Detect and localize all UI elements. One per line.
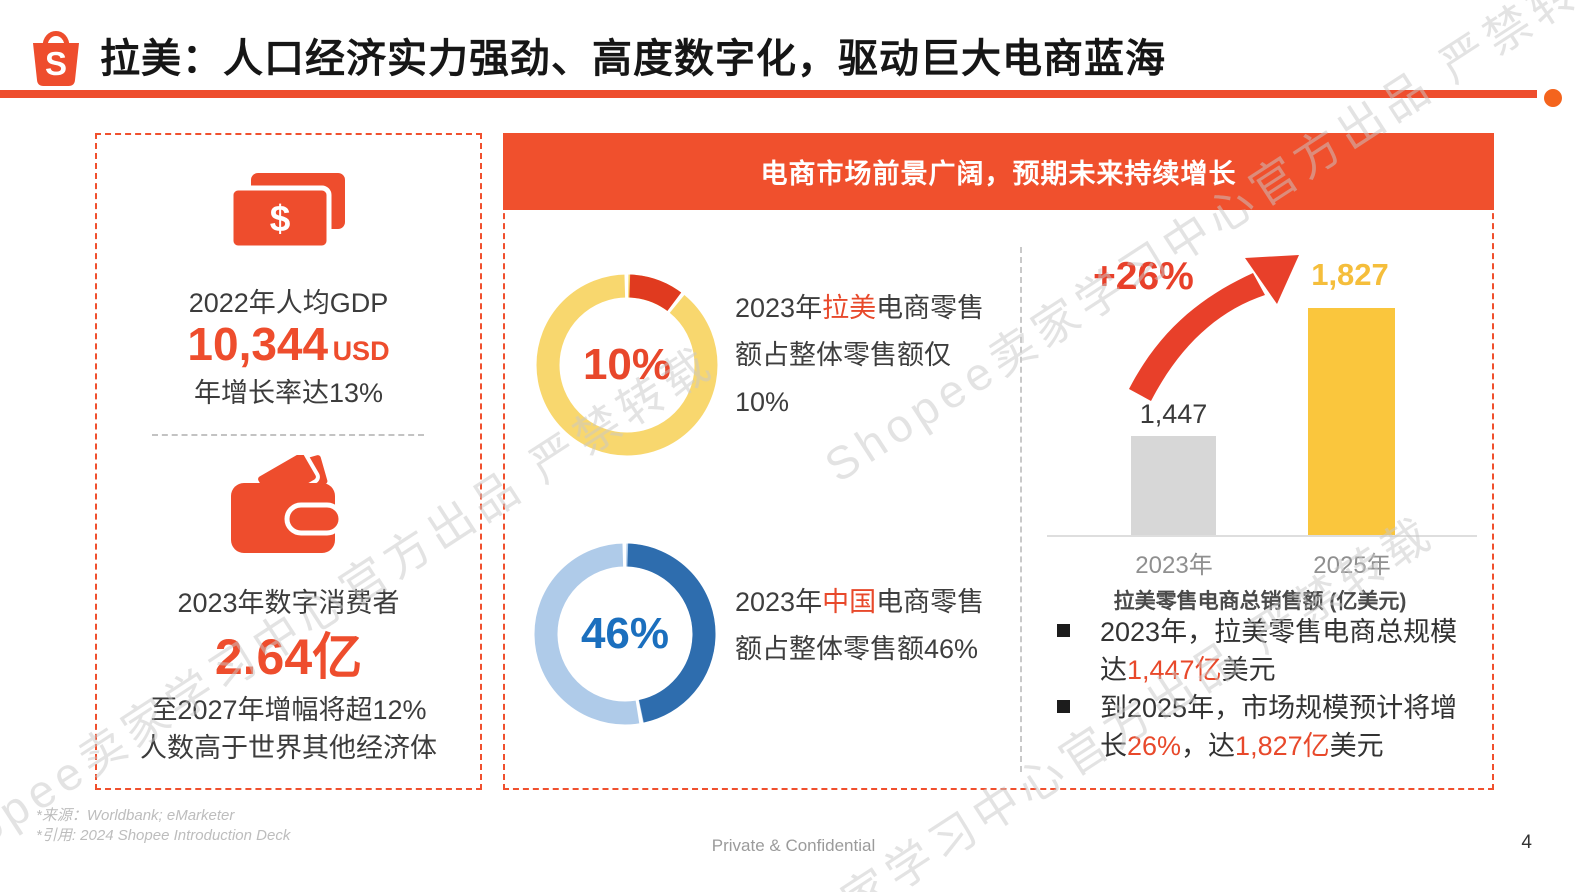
vertical-divider <box>1020 247 1022 772</box>
shopee-logo-icon: S <box>33 31 79 86</box>
growth-arrow-icon <box>1129 255 1299 401</box>
growth-badge: +26% <box>1093 255 1194 298</box>
consumers-note-1: 至2027年增幅将超12% <box>150 695 427 725</box>
latam-text-line1: 2023年拉美电商零售 <box>735 293 985 323</box>
bar-value-2023: 1,447 <box>1139 399 1208 429</box>
latam-share-text: 2023年拉美电商零售 额占整体零售额仅 10% <box>735 285 984 426</box>
accent-dot <box>1544 89 1562 107</box>
title-underline <box>0 90 1537 98</box>
bar-label-2023: 2023年 <box>1135 552 1213 579</box>
china-share-text: 2023年中国电商零售 额占整体零售额46% <box>735 579 984 673</box>
china-highlight: 中国 <box>822 587 877 617</box>
bullet-item: 2023年，拉美零售电商总规模达1,447亿美元 <box>1057 613 1477 689</box>
source-notes: *来源：Worldbank; eMarketer *引用: 2024 Shope… <box>36 806 290 846</box>
gdp-value-row: 10,344 USD <box>97 317 480 371</box>
svg-text:S: S <box>45 45 67 82</box>
key-points: 2023年，拉美零售电商总规模达1,447亿美元 到2025年，市场规模预计将增… <box>1057 613 1477 765</box>
gdp-label: 2022年人均GDP <box>188 288 389 318</box>
page-number: 4 <box>1521 832 1532 853</box>
ecommerce-panel: 电商市场前景广阔，预期未来持续增长 10% 2023年拉美电商零售 额占整体零售… <box>503 133 1494 790</box>
bullet-item: 到2025年，市场规模预计将增长26%，达1,827亿美元 <box>1057 689 1477 765</box>
left-stats-panel: $ 2022年人均GDP 10,344 USD 年增长率达13% 2023年数字… <box>95 133 482 790</box>
confidential-note: Private & Confidential <box>711 836 876 855</box>
bullet-text-2: 到2025年，市场规模预计将增长26%，达1,827亿美元 <box>1100 693 1458 761</box>
latam-text-line2: 额占整体零售额仅 <box>735 340 951 370</box>
gdp-value: 10,344 <box>187 318 329 370</box>
bar-label-2025: 2025年 <box>1313 552 1391 579</box>
latam-donut-ring <box>535 273 719 457</box>
latam-highlight: 拉美 <box>822 293 877 323</box>
china-text-line1: 2023年中国电商零售 <box>735 587 985 617</box>
gdp-growth: 年增长率达13% <box>193 378 384 408</box>
latam-share-donut: 10% <box>534 272 720 458</box>
bar-value-2025: 1,827 <box>1311 257 1389 292</box>
bullet-text-1: 2023年，拉美零售电商总规模达1,447亿美元 <box>1100 617 1458 685</box>
panel-divider <box>152 434 424 436</box>
china-share-donut: 46% <box>532 541 718 727</box>
latam-text-line3: 10% <box>735 387 790 417</box>
consumers-value: 2.64亿 <box>214 629 363 685</box>
page-title: 拉美：人口经济实力强劲、高度数字化，驱动巨大电商蓝海 <box>100 37 1166 81</box>
gdp-unit: USD <box>332 336 390 366</box>
consumers-note-2: 人数高于世界其他经济体 <box>140 733 437 763</box>
bullet-square-icon <box>1057 700 1070 713</box>
bar-2025 <box>1308 308 1395 536</box>
latam-donut-center-label: 10% <box>582 340 672 389</box>
chart-caption: 拉美零售电商总销售额 (亿美元) <box>1113 590 1407 613</box>
panel-banner: 电商市场前景广阔，预期未来持续增长 <box>503 133 1494 210</box>
wallet-icon <box>231 455 344 553</box>
source-note-2: *引用: 2024 Shopee Introduction Deck <box>36 827 291 844</box>
source-note-1: *来源：Worldbank; eMarketer <box>36 807 235 824</box>
money-bills-icon: $ <box>228 173 345 251</box>
bar-2023 <box>1131 436 1216 536</box>
bullet-square-icon <box>1057 624 1070 637</box>
bar-chart-axis <box>1047 535 1477 537</box>
svg-text:$: $ <box>270 198 291 239</box>
china-donut-ring <box>533 542 717 726</box>
china-donut-center-label: 46% <box>580 609 670 658</box>
china-text-line2: 额占整体零售额46% <box>735 634 979 664</box>
consumers-label: 2023年数字消费者 <box>177 588 400 618</box>
